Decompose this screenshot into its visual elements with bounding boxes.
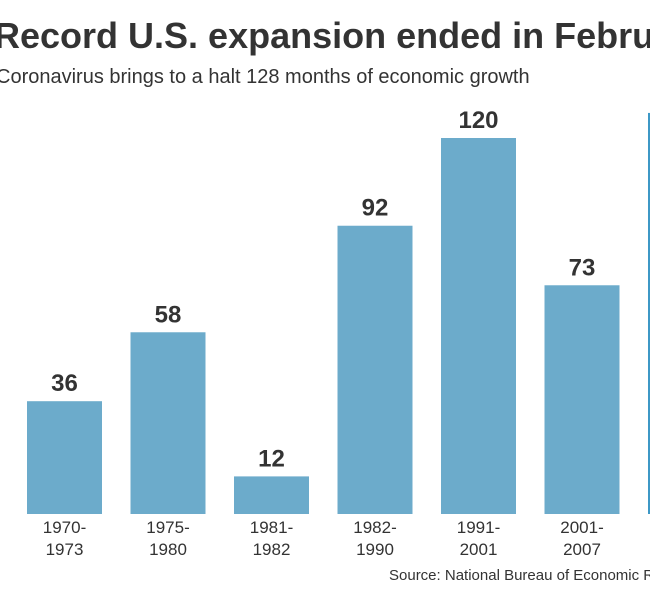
category-label-5-line-1: 2007 <box>563 540 601 559</box>
category-label-1-line-0: 1975- <box>146 518 189 537</box>
chart-title: Record U.S. expansion ended in February <box>0 15 650 56</box>
bar-value-label-2: 12 <box>258 445 285 472</box>
bar-1 <box>130 332 206 514</box>
bar-0 <box>27 401 102 514</box>
bar-6 <box>648 112 650 514</box>
bar-3 <box>337 225 413 514</box>
bar-4 <box>441 138 516 514</box>
category-label-4-line-0: 1991- <box>457 518 500 537</box>
category-label-5-line-0: 2001- <box>560 518 603 537</box>
category-label-3-line-0: 1982- <box>353 518 396 537</box>
chart-subtitle: Coronavirus brings to a halt 128 months … <box>0 66 530 88</box>
category-label-3-line-1: 1990 <box>356 540 394 559</box>
category-label-2-line-0: 1981- <box>250 518 293 537</box>
category-label-0-line-1: 1973 <box>46 540 84 559</box>
bar-value-label-3: 92 <box>362 195 389 222</box>
bar-value-label-1: 58 <box>155 301 182 328</box>
bar-5 <box>544 285 620 514</box>
bar-value-label-4: 120 <box>458 107 498 134</box>
category-label-4-line-1: 2001 <box>460 540 498 559</box>
bar-value-label-0: 36 <box>51 370 78 397</box>
bar-2 <box>234 476 309 514</box>
source-note: Source: National Bureau of Economic Rese… <box>389 567 650 584</box>
category-label-1-line-1: 1980 <box>149 540 187 559</box>
bar-value-label-5: 73 <box>569 254 596 281</box>
category-label-0-line-0: 1970- <box>43 518 86 537</box>
category-label-2-line-1: 1982 <box>253 540 291 559</box>
